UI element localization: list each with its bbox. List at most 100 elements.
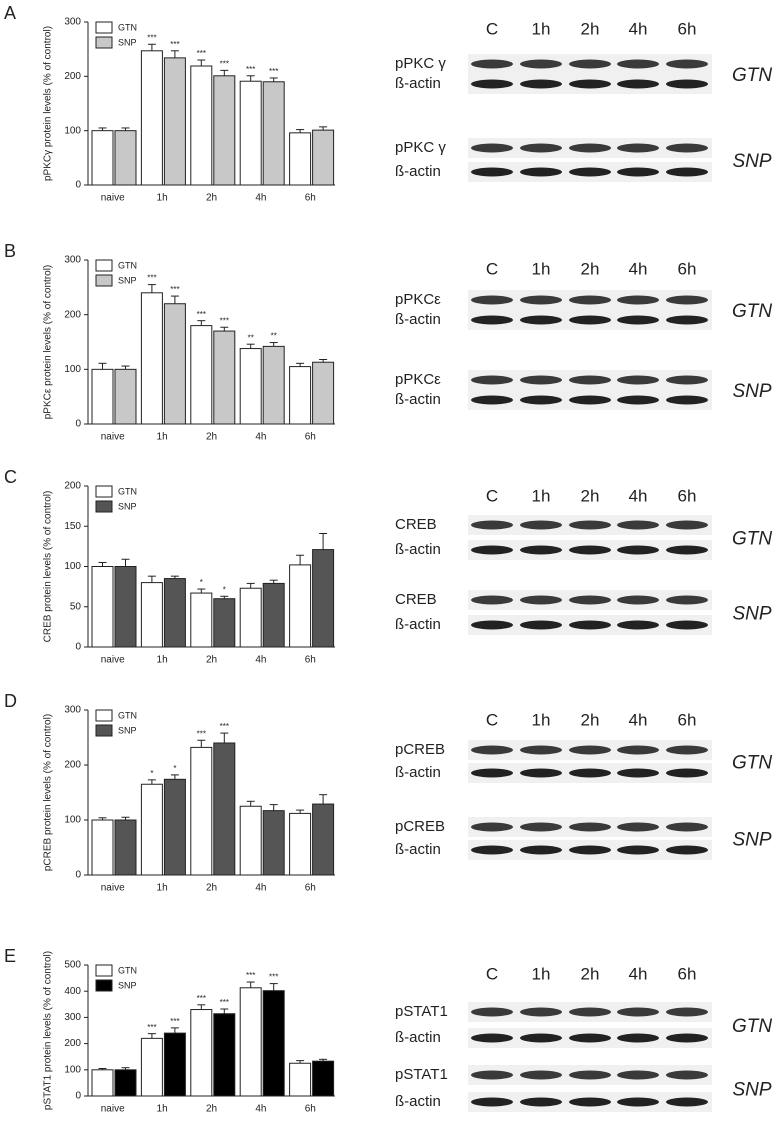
blot-band	[617, 395, 659, 405]
protein-label: CREB	[395, 516, 437, 533]
y-axis-label: pCREB protein levels (% of control)	[43, 714, 54, 871]
significance-label: ***	[170, 40, 179, 49]
blot-band	[617, 59, 659, 69]
blot-band	[666, 822, 708, 832]
bar	[91, 819, 114, 876]
treatment-label: GTN	[732, 65, 772, 86]
lane-label: 4h	[629, 259, 648, 278]
y-tick-label: 200	[64, 760, 81, 771]
bar	[239, 80, 262, 186]
significance-label: ***	[220, 316, 229, 325]
y-tick-label: 0	[75, 180, 81, 191]
protein-label: pCREB	[395, 818, 445, 835]
y-tick-label: 500	[64, 960, 81, 971]
y-tick-label: 300	[64, 1012, 81, 1023]
panel-letter: C	[4, 467, 17, 487]
treatment-label: SNP	[732, 1080, 771, 1101]
y-axis-label: pPKCγ protein levels (% of control)	[43, 26, 54, 181]
x-tick-label: naive	[101, 193, 125, 204]
y-tick-label: 200	[64, 1038, 81, 1049]
bar	[140, 783, 163, 876]
bar	[213, 598, 236, 648]
y-tick-label: 100	[64, 1064, 81, 1075]
blot-band	[569, 1007, 611, 1017]
y-tick-label: 200	[64, 309, 81, 320]
x-tick-label: 6h	[305, 1104, 316, 1115]
bar	[213, 1013, 236, 1097]
lane-label: C	[486, 259, 498, 278]
bar	[289, 812, 312, 876]
blot-band	[520, 1033, 562, 1043]
blot-band	[569, 79, 611, 89]
bar	[163, 578, 186, 648]
treatment-label: GTN	[732, 301, 772, 322]
blot-band	[666, 745, 708, 755]
protein-label: pSTAT1	[395, 1003, 448, 1020]
significance-label: ***	[197, 49, 206, 58]
treatment-label: GTN	[732, 753, 772, 774]
blot-band	[569, 1070, 611, 1080]
y-tick-label: 100	[64, 815, 81, 826]
bar	[114, 566, 137, 648]
lane-label: 2h	[581, 19, 600, 38]
legend-swatch	[95, 500, 113, 513]
bar	[289, 1062, 312, 1097]
lane-label: C	[486, 964, 498, 983]
x-tick-label: 1h	[157, 432, 168, 443]
blot-band	[520, 1097, 562, 1107]
blot-band	[520, 395, 562, 405]
blot-band	[520, 79, 562, 89]
blot-band	[617, 167, 659, 177]
bar	[312, 803, 335, 876]
significance-label: ***	[269, 67, 278, 76]
blot-band	[617, 295, 659, 305]
blot-band	[569, 395, 611, 405]
bar	[239, 587, 262, 648]
protein-label: CREB	[395, 591, 437, 608]
blot-band	[617, 822, 659, 832]
bar	[262, 81, 285, 186]
blot-band	[666, 295, 708, 305]
blot-band	[666, 1033, 708, 1043]
blot-band	[666, 1007, 708, 1017]
legend-swatch	[95, 36, 113, 49]
blot-band	[617, 1033, 659, 1043]
x-tick-label: naive	[101, 883, 125, 894]
control-label: ß-actin	[395, 75, 441, 92]
blot-band	[520, 845, 562, 855]
x-tick-label: 6h	[305, 193, 316, 204]
bar	[140, 1037, 163, 1097]
lane-label: 4h	[629, 486, 648, 505]
blot-band	[617, 620, 659, 630]
bar	[213, 330, 236, 425]
legend-label: SNP	[118, 37, 137, 47]
blot-band	[617, 1007, 659, 1017]
blot-band	[617, 545, 659, 555]
protein-label: pPKCε	[395, 291, 441, 308]
blot-band	[520, 520, 562, 530]
bar	[289, 132, 312, 186]
x-tick-label: 6h	[305, 432, 316, 443]
legend-label: GTN	[118, 710, 137, 720]
blot-band	[471, 745, 513, 755]
panel-letter: B	[4, 241, 16, 261]
legend-label: GTN	[118, 22, 137, 32]
blot-band	[569, 822, 611, 832]
blot-band	[520, 375, 562, 385]
x-tick-label: 1h	[157, 193, 168, 204]
y-tick-label: 100	[64, 364, 81, 375]
legend-swatch	[95, 964, 113, 977]
x-tick-label: 4h	[255, 1104, 266, 1115]
blot-band	[666, 315, 708, 325]
blot-band	[617, 143, 659, 153]
legend-label: GTN	[118, 486, 137, 496]
blot-band	[520, 1007, 562, 1017]
blot-band	[666, 595, 708, 605]
bar	[114, 130, 137, 186]
x-tick-label: 4h	[255, 883, 266, 894]
significance-label: ***	[220, 722, 229, 731]
x-tick-label: 1h	[157, 1104, 168, 1115]
blot-band	[666, 1070, 708, 1080]
x-tick-label: 2h	[206, 655, 217, 666]
